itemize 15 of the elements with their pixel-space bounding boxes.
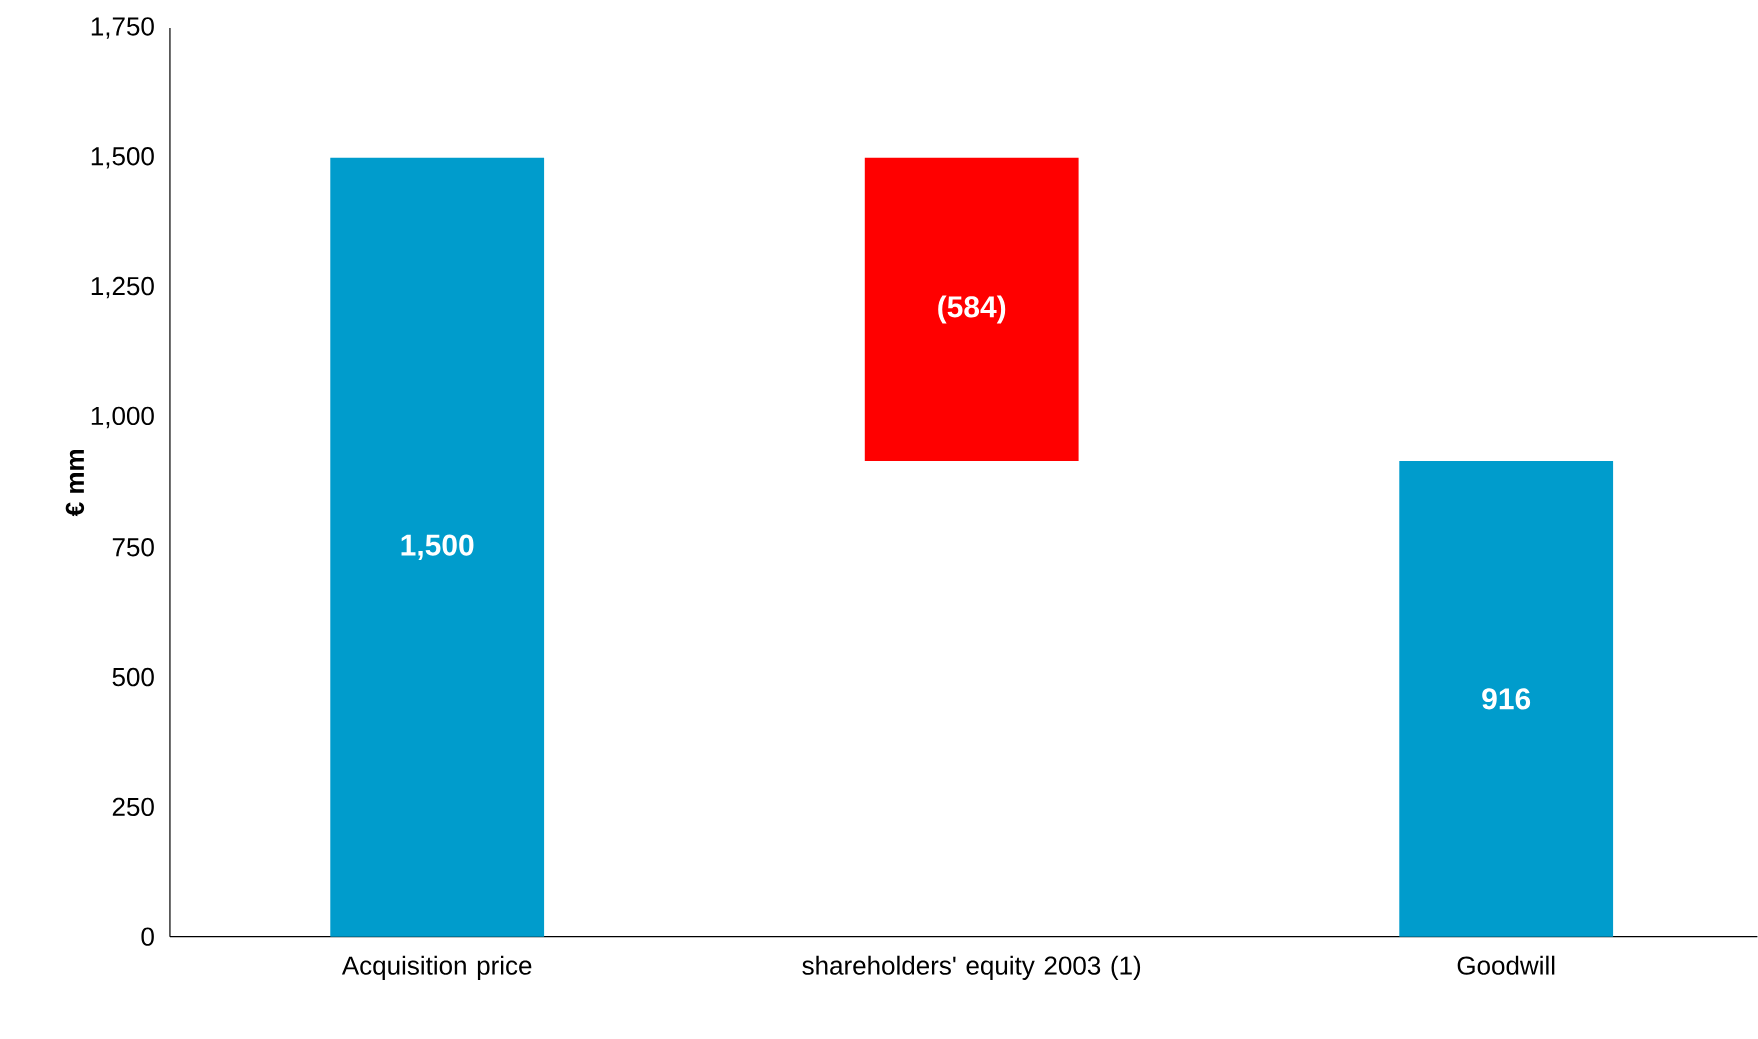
y-tick-label: 1,500 <box>91 147 154 169</box>
x-tick-label: Goodwill <box>1457 955 1555 975</box>
y-tick-label: 500 <box>112 668 154 687</box>
data-label: (584) <box>938 295 1006 324</box>
y-tick-label: 250 <box>112 797 154 817</box>
y-axis-title: € mm <box>65 450 85 517</box>
y-tick-label: 750 <box>112 538 154 557</box>
y-tick-label: 1,000 <box>91 406 154 429</box>
y-tick-label: 1,750 <box>91 17 154 39</box>
data-label: 916 <box>1482 688 1531 710</box>
data-label: 1,500 <box>401 534 474 561</box>
y-tick-label: 1,250 <box>91 277 154 299</box>
x-tick-label: Acquisition price <box>341 955 532 981</box>
x-tick-label: shareholders' equity 2003 (1) <box>802 955 1141 981</box>
y-tick-label: 0 <box>141 927 154 947</box>
